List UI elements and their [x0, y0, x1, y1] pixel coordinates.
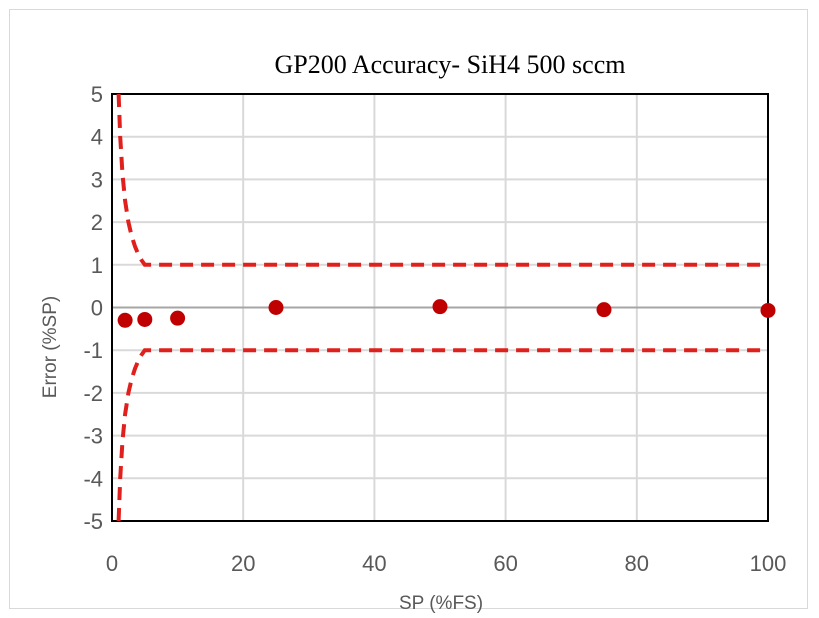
x-tick-label-2: 40	[362, 551, 386, 576]
limit-lines	[116, 93, 768, 522]
data-point-3	[268, 300, 284, 315]
x-tick-labels: 0 20 40 60 80 100	[106, 551, 786, 576]
data-point-2	[170, 310, 186, 326]
data-points	[117, 299, 776, 328]
x-tick-label-3: 60	[493, 551, 517, 576]
y-tick-label-3: 2	[91, 210, 103, 235]
y-tick-label-7: -2	[83, 381, 103, 406]
data-point-6	[760, 302, 776, 318]
y-tick-label-8: -3	[83, 424, 103, 449]
chart-title: GP200 Accuracy- SiH4 500 sccm	[275, 50, 626, 79]
chart-frame	[9, 9, 808, 609]
x-tick-label-5: 100	[750, 551, 787, 576]
y-tick-labels: 5 4 3 2 1 0 -1 -2 -3 -4 -5	[83, 82, 103, 534]
limit-line-2	[116, 348, 768, 522]
data-point-1	[137, 311, 153, 327]
y-tick-label-9: -4	[83, 466, 103, 491]
limit-line-1	[116, 93, 768, 267]
x-tick-label-1: 20	[231, 551, 255, 576]
y-tick-label-5: 0	[91, 296, 103, 321]
y-tick-label-6: -1	[83, 338, 103, 363]
y-tick-label-10: -5	[83, 509, 103, 534]
y-tick-label-0: 5	[91, 82, 103, 107]
x-axis-label: SP (%FS)	[399, 593, 483, 614]
data-point-0	[117, 312, 133, 328]
x-tick-label-0: 0	[106, 551, 118, 576]
y-tick-label-4: 1	[91, 253, 103, 278]
y-axis-label: Error (%SP)	[40, 296, 61, 398]
data-point-4	[432, 299, 448, 315]
y-tick-label-2: 3	[91, 167, 103, 192]
data-point-5	[596, 302, 612, 318]
y-tick-label-1: 4	[91, 125, 103, 150]
x-tick-label-4: 80	[625, 551, 649, 576]
